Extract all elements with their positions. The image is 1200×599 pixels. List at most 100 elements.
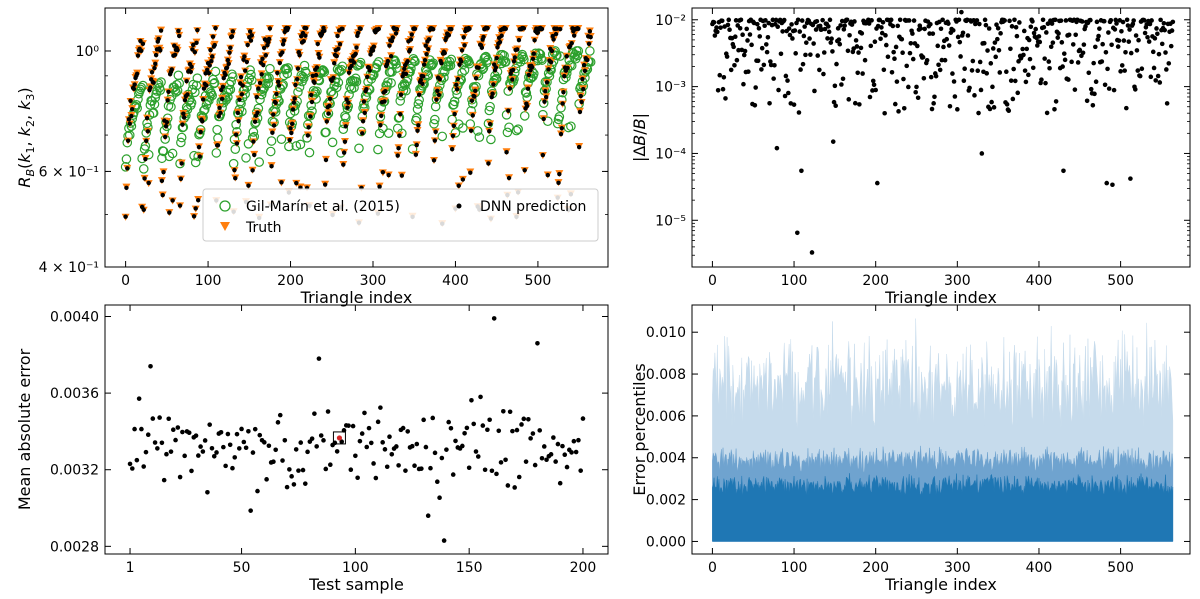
- error-point: [975, 68, 981, 74]
- mae-point: [262, 440, 267, 445]
- mae-point: [314, 444, 319, 449]
- mae-point: [227, 442, 233, 448]
- mae-point: [173, 437, 178, 443]
- error-point: [857, 102, 862, 107]
- gm-point: [300, 66, 311, 77]
- error-point: [1118, 69, 1123, 74]
- dnn-point: [285, 25, 291, 31]
- dnn-point: [378, 122, 383, 128]
- mae-point: [419, 466, 424, 471]
- dnn-point: [526, 72, 532, 78]
- mae-point: [180, 429, 185, 435]
- error-point: [1044, 110, 1050, 116]
- dnn-point: [581, 62, 587, 68]
- gm-point: [426, 60, 437, 71]
- dnn-point: [394, 26, 400, 32]
- dnn-point: [548, 59, 554, 65]
- dnn-point: [306, 125, 311, 130]
- dnn-point: [219, 96, 225, 102]
- dnn-point: [172, 52, 178, 58]
- error-point: [1116, 38, 1122, 43]
- error-point: [851, 46, 856, 51]
- error-point: [1161, 20, 1167, 26]
- dnn-point: [295, 66, 301, 71]
- gm-point: [445, 60, 456, 71]
- y-tick-label: 0.004: [646, 451, 686, 467]
- error-point: [757, 34, 763, 39]
- gm-point: [226, 76, 236, 87]
- error-point: [812, 88, 817, 94]
- dnn-point: [371, 44, 377, 49]
- error-point: [1052, 17, 1058, 23]
- error-point: [977, 59, 983, 65]
- mae-point: [384, 464, 390, 470]
- error-point: [841, 27, 847, 32]
- error-point: [831, 99, 837, 105]
- mae-point: [485, 427, 490, 433]
- dnn-point: [131, 86, 137, 92]
- gm-point: [199, 104, 210, 115]
- gm-point: [246, 75, 257, 86]
- error-point: [895, 23, 901, 29]
- error-point: [894, 79, 900, 84]
- dnn-point: [233, 175, 238, 181]
- gm-point: [573, 46, 584, 56]
- dnn-point: [181, 115, 187, 120]
- dnn-point: [153, 52, 159, 58]
- dnn-point: [389, 38, 395, 44]
- dnn-point: [587, 29, 593, 34]
- error-point: [1158, 17, 1163, 23]
- dnn-point: [227, 50, 232, 55]
- error-point: [1014, 33, 1020, 39]
- dnn-point: [580, 76, 585, 82]
- gm-point: [552, 118, 563, 129]
- gm-point: [545, 64, 556, 75]
- error-point: [1011, 66, 1016, 72]
- error-point: [1145, 34, 1150, 40]
- y-tick-label: 0.006: [646, 409, 686, 425]
- error-point: [1056, 31, 1061, 36]
- dnn-point: [476, 65, 481, 70]
- error-point: [782, 93, 788, 99]
- error-point: [834, 61, 839, 67]
- error-point: [913, 89, 918, 95]
- error-point: [723, 96, 728, 101]
- gm-point: [351, 76, 362, 87]
- error-point: [715, 87, 721, 93]
- gm-point: [500, 57, 511, 67]
- error-point: [1163, 50, 1168, 55]
- error-point: [911, 18, 917, 23]
- error-point: [904, 63, 910, 69]
- error-point: [899, 36, 905, 42]
- mae-point: [225, 431, 231, 437]
- error-point: [792, 28, 798, 33]
- error-point: [1039, 77, 1044, 82]
- mae-point: [198, 444, 203, 449]
- highlight-point: [336, 435, 343, 441]
- gm-point: [392, 63, 402, 73]
- dnn-point: [169, 67, 174, 72]
- error-point: [1095, 37, 1101, 42]
- x-tick-label: 300: [360, 273, 387, 289]
- dnn-point: [220, 84, 226, 90]
- error-point: [976, 110, 981, 116]
- dnn-point: [149, 69, 155, 75]
- dnn-point: [260, 56, 265, 61]
- mae-point: [564, 464, 570, 470]
- error-point: [867, 94, 873, 100]
- error-point: [1150, 49, 1156, 55]
- dnn-point: [304, 26, 309, 31]
- error-point: [1121, 38, 1127, 43]
- dnn-point: [385, 58, 391, 64]
- gm-point: [355, 57, 366, 68]
- error-point: [967, 85, 972, 91]
- mae-point: [541, 444, 547, 449]
- mae-point: [405, 429, 411, 434]
- error-point: [965, 33, 971, 38]
- dnn-point: [405, 59, 410, 64]
- error-point: [946, 43, 952, 48]
- dnn-point: [540, 152, 546, 158]
- error-point: [892, 56, 897, 62]
- mae-point: [462, 430, 467, 436]
